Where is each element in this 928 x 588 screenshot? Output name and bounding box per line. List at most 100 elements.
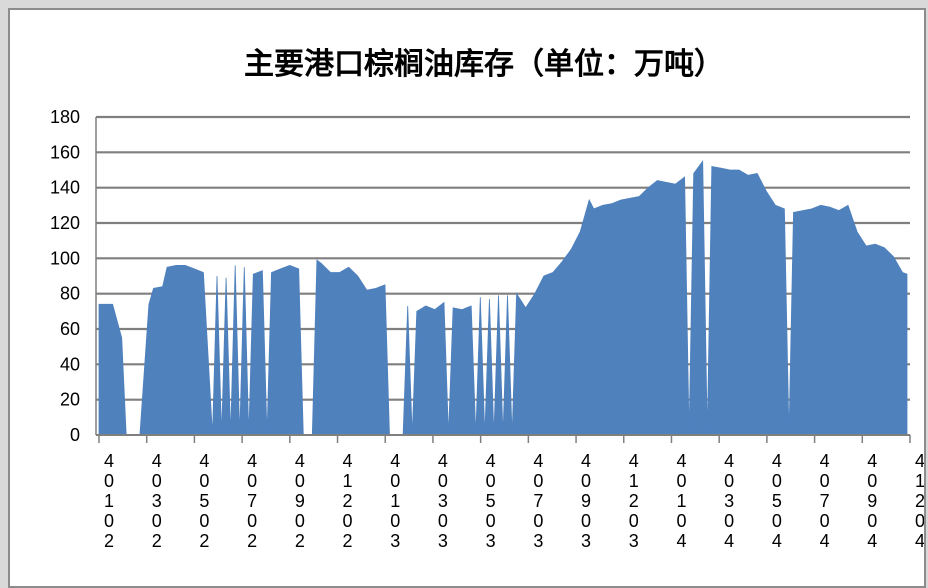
y-tick-labels: 0 20 40 60 80 100 120 140 160 180 — [50, 107, 80, 445]
x-tick-char: 2 — [247, 531, 257, 551]
x-tick-char: 0 — [199, 511, 209, 531]
x-tick-char: 3 — [486, 531, 496, 551]
x-tick-char: 4 — [152, 451, 162, 471]
series-area — [98, 160, 908, 436]
x-tick-char: 4 — [438, 451, 448, 471]
x-tick-char: 4 — [533, 451, 543, 471]
x-tick-char: 0 — [438, 511, 448, 531]
x-tick-char: 0 — [820, 471, 830, 491]
y-tick-label: 180 — [50, 107, 80, 127]
x-tick-char: 2 — [199, 531, 209, 551]
x-tick-char: 2 — [295, 531, 305, 551]
x-tick-char: 0 — [486, 511, 496, 531]
gridlines — [95, 115, 910, 435]
x-tick-char: 9 — [581, 491, 591, 511]
x-tick-char: 3 — [152, 491, 162, 511]
x-tick-char: 3 — [390, 531, 400, 551]
x-tick-char: 4 — [343, 451, 353, 471]
x-tick-char: 0 — [581, 511, 591, 531]
area-series — [98, 160, 908, 436]
x-tick-char: 0 — [915, 511, 924, 531]
x-tick-char: 0 — [724, 471, 734, 491]
x-tick-char: 4 — [724, 531, 734, 551]
x-tick-char: 9 — [867, 491, 877, 511]
x-tick-char: 0 — [247, 511, 257, 531]
x-tick-char: 3 — [629, 531, 639, 551]
x-tick-char: 0 — [676, 471, 686, 491]
x-tick-char: 0 — [533, 471, 543, 491]
y-tick-label: 0 — [70, 425, 80, 445]
x-tick-char: 2 — [343, 491, 353, 511]
x-tick-char: 1 — [915, 471, 924, 491]
x-tick-char: 2 — [152, 531, 162, 551]
y-tick-label: 60 — [60, 319, 80, 339]
x-tick-char: 0 — [772, 511, 782, 531]
x-tick-char: 7 — [820, 491, 830, 511]
y-tick-label: 120 — [50, 213, 80, 233]
x-tick-char: 0 — [199, 471, 209, 491]
x-tick-char: 4 — [104, 451, 114, 471]
x-tick-char: 7 — [533, 491, 543, 511]
x-tick-char: 4 — [390, 451, 400, 471]
x-tick-char: 4 — [820, 451, 830, 471]
x-tick-char: 3 — [533, 531, 543, 551]
chart-frame: 主要港口棕榈油库存（单位：万吨） 0 20 40 60 80 100 120 140 160 18… — [8, 8, 926, 588]
y-tick-label: 140 — [50, 178, 80, 198]
x-tick-char: 4 — [676, 531, 686, 551]
x-tick-char: 0 — [104, 471, 114, 491]
x-tick-char: 0 — [867, 511, 877, 531]
y-tick-label: 160 — [50, 142, 80, 162]
x-tick-char: 0 — [438, 471, 448, 491]
x-tick-char: 0 — [676, 511, 686, 531]
x-tick-char: 7 — [247, 491, 257, 511]
x-tick-char: 0 — [533, 511, 543, 531]
x-tick-char: 0 — [820, 511, 830, 531]
x-tick-char: 4 — [867, 531, 877, 551]
x-tick-char: 4 — [247, 451, 257, 471]
x-tick-char: 0 — [581, 471, 591, 491]
x-tick-char: 4 — [772, 451, 782, 471]
x-tick-char: 1 — [104, 491, 114, 511]
chart-title: 主要港口棕榈油库存（单位：万吨） — [244, 47, 724, 82]
x-tick-char: 1 — [390, 491, 400, 511]
x-tick-char: 4 — [629, 451, 639, 471]
x-tick-char: 1 — [343, 471, 353, 491]
x-tick-char: 0 — [295, 471, 305, 491]
x-tick-char: 5 — [199, 491, 209, 511]
x-tick-char: 5 — [486, 491, 496, 511]
x-tick-char: 4 — [820, 531, 830, 551]
x-tick-char: 0 — [486, 471, 496, 491]
x-tick-char: 0 — [152, 471, 162, 491]
x-tick-char: 0 — [867, 471, 877, 491]
x-axis: 4 0 1 0 24 0 3 0 24 0 5 0 24 0 7 0 24 0 9 0 24 1 2 0 24 0 1 0 34 0 3 0 3… — [96, 434, 924, 551]
x-tick-char: 4 — [915, 451, 924, 471]
x-tick-char: 4 — [867, 451, 877, 471]
x-tick-char: 0 — [247, 471, 257, 491]
x-tick-char: 3 — [581, 531, 591, 551]
x-tick-char: 3 — [438, 491, 448, 511]
x-tick-char: 2 — [343, 531, 353, 551]
y-tick-label: 20 — [60, 390, 80, 410]
x-tick-char: 4 — [915, 531, 924, 551]
x-tick-char: 0 — [104, 511, 114, 531]
x-tick-char: 0 — [629, 511, 639, 531]
x-tick-char: 0 — [152, 511, 162, 531]
x-tick-char: 4 — [676, 451, 686, 471]
x-tick-char: 9 — [295, 491, 305, 511]
y-tick-label: 100 — [50, 248, 80, 268]
chart-svg: 主要港口棕榈油库存（单位：万吨） 02040608010012014016018… — [50, 47, 924, 551]
